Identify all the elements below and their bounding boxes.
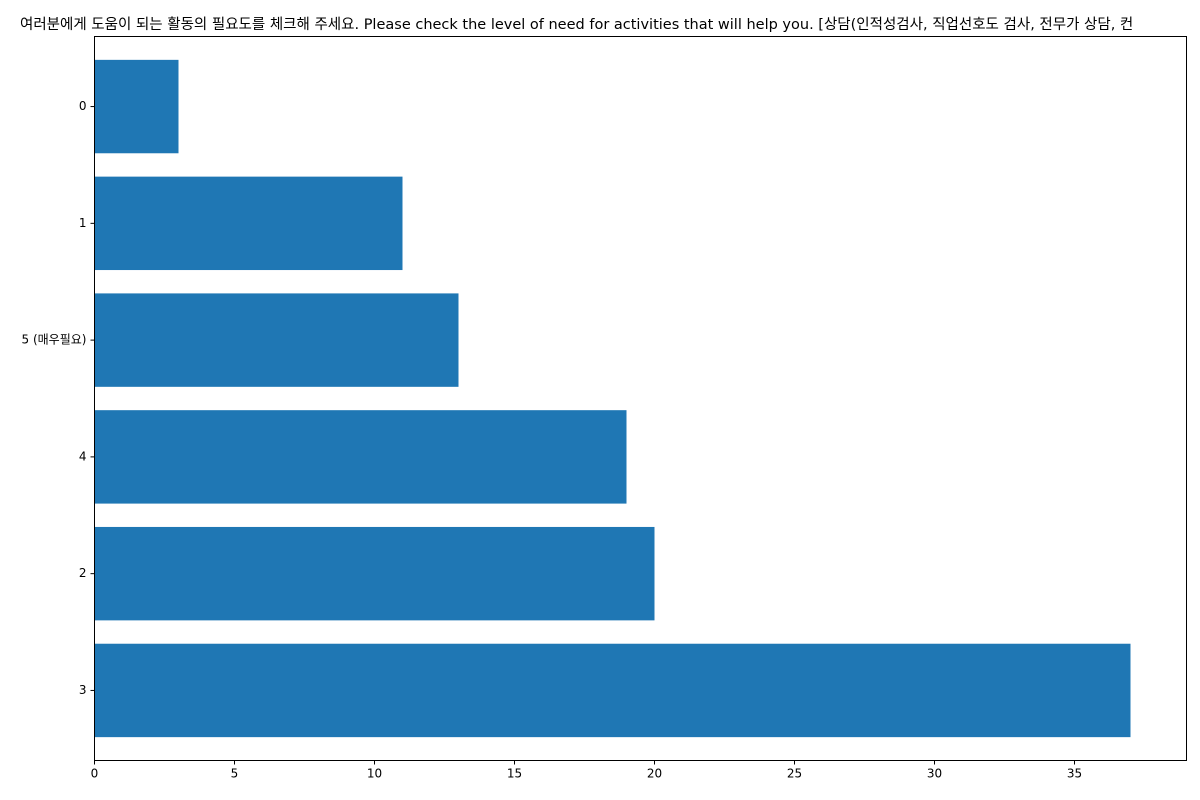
x-tick-label: 15: [507, 767, 522, 781]
y-tick-label: 4: [79, 449, 87, 463]
x-tick-label: 0: [91, 767, 99, 781]
x-tick-label: 35: [1067, 767, 1082, 781]
x-tick-label: 5: [231, 767, 239, 781]
bar-1: [94, 176, 403, 271]
bar-2: [94, 293, 459, 387]
x-tick-label: 25: [787, 767, 802, 781]
y-tick-label: 5 (매우필요): [22, 333, 87, 347]
y-tick-label: 1: [79, 216, 87, 230]
y-tick-label: 3: [79, 683, 87, 697]
bar-5: [94, 643, 1131, 738]
x-tick-label: 20: [647, 767, 662, 781]
y-tick-label: 2: [79, 566, 87, 580]
bar-0: [94, 59, 179, 154]
y-tick-label: 0: [79, 99, 87, 113]
plot-area-frame: [94, 36, 1187, 761]
chart-title: 여러분에게 도움이 되는 활동의 필요도를 체크해 주세요. Please ch…: [20, 16, 1133, 33]
bars-layer: [94, 59, 1131, 738]
x-tick-label: 30: [927, 767, 942, 781]
x-tick-label: 10: [367, 767, 382, 781]
x-axis: 0 5 10 15 20 25 30 35: [91, 760, 1082, 781]
y-axis: 0 1 5 (매우필요) 4 2 3: [22, 99, 95, 697]
bar-4: [94, 526, 655, 621]
bar-3: [94, 410, 627, 504]
